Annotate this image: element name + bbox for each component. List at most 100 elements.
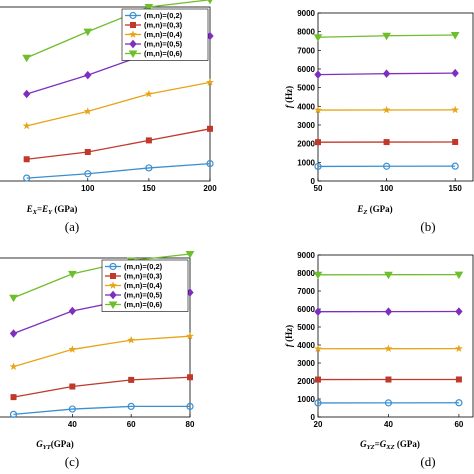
data-point: [185, 251, 195, 259]
y-tick-label: 4000: [297, 341, 315, 350]
data-point: [67, 270, 77, 279]
panel-label: (b): [420, 219, 435, 234]
y-tick-label: 5000: [297, 323, 315, 332]
legend-entry-label: (m,n)=(0,3): [124, 272, 163, 281]
data-point: [382, 32, 391, 41]
data-point: [314, 399, 322, 407]
data-point: [315, 376, 321, 383]
chart-panel-d: 20 40 60 0 1000 2000 3000 4000 5000 6000 7000 8000 9…: [284, 251, 474, 469]
x-tick-label: 20: [314, 420, 323, 429]
data-point: [455, 376, 462, 383]
y-tick-label: 3000: [297, 121, 315, 130]
legend-swatch-marker: [108, 301, 118, 309]
x-tick-label: 50: [314, 184, 323, 193]
legend-swatch-marker: [129, 11, 137, 20]
data-point: [207, 0, 213, 5]
data-point: [314, 70, 322, 79]
data-point: [144, 4, 154, 12]
data-point: [451, 162, 459, 170]
data-point: [84, 149, 91, 155]
data-point: [315, 139, 321, 146]
y-tick-label: 8000: [297, 28, 315, 37]
data-point: [451, 68, 459, 78]
data-point: [23, 174, 31, 182]
x-axis-label: GYT(GPa): [36, 439, 73, 451]
data-point: [384, 271, 393, 280]
y-tick-label: 3000: [297, 359, 315, 368]
legend-entry-label: (m,n)=(0,5): [144, 40, 183, 49]
data-point: [83, 28, 93, 37]
x-axis-label: EZ (GPa): [356, 204, 392, 216]
y-tick-label: 9000: [297, 9, 315, 18]
data-point: [207, 125, 213, 132]
data-point: [186, 402, 194, 410]
y-tick-label: 2000: [297, 140, 315, 149]
data-point: [144, 89, 154, 98]
data-point: [313, 271, 323, 280]
data-point: [10, 394, 17, 401]
data-point: [145, 137, 152, 144]
series-line: [13, 335, 191, 368]
data-point: [9, 410, 18, 418]
data-point: [187, 374, 193, 381]
y-tick-label: 1000: [297, 395, 315, 404]
data-point: [84, 70, 92, 80]
data-point: [22, 54, 32, 63]
series-line: [26, 128, 211, 160]
data-point: [22, 121, 31, 130]
data-point: [382, 105, 391, 114]
panel-label: (a): [65, 219, 79, 234]
data-point: [68, 405, 76, 413]
legend-swatch-marker: [110, 273, 116, 279]
legend-entry-label: (m,n)=(0,5): [124, 291, 163, 300]
x-tick-label: 200: [203, 184, 217, 193]
x-tick-label: 150: [142, 184, 156, 193]
data-point: [454, 344, 464, 353]
series-line: [13, 405, 190, 415]
legend-entry-label: (m,n)=(0,2): [124, 262, 163, 271]
legend-entry-label: (m,n)=(0,4): [144, 30, 183, 39]
y-axis-label: f (Hz): [284, 325, 294, 347]
y-axis-label: f (Hz): [284, 86, 294, 108]
data-point: [382, 69, 391, 78]
legend-swatch-marker: [109, 290, 117, 300]
data-point: [9, 329, 18, 338]
x-tick-label: 100: [81, 184, 95, 193]
data-point: [68, 306, 77, 316]
x-tick-label: 60: [454, 420, 463, 429]
data-point: [314, 307, 322, 316]
y-tick-label: 7000: [297, 287, 315, 296]
series-line: [26, 81, 211, 127]
data-point: [185, 331, 195, 340]
plot-frame: [317, 12, 474, 182]
data-point: [23, 156, 30, 163]
x-tick-label: 60: [127, 420, 136, 429]
legend-entry-label: (m,n)=(0,6): [144, 49, 183, 58]
x-axis-label: GYZ=GXZ (GPa): [360, 439, 420, 451]
legend-swatch-marker: [128, 50, 138, 58]
legend-swatch-marker: [128, 30, 138, 39]
data-point: [23, 89, 31, 99]
plot-frame: [0, 6, 211, 182]
data-point: [83, 106, 92, 115]
data-point: [145, 164, 153, 172]
data-point: [9, 362, 18, 371]
y-tick-label: 4000: [297, 102, 315, 111]
legend-entry-label: (m,n)=(0,3): [144, 21, 183, 30]
data-point: [455, 307, 463, 316]
y-tick-label: 2000: [297, 377, 315, 386]
panel-label: (d): [420, 454, 435, 469]
y-tick-label: 6000: [297, 65, 315, 74]
series-line: [26, 0, 211, 59]
chart-panel-b: 50 100 150 0 1000 2000 3000 4000 5000 6000 7000 800…: [284, 9, 474, 234]
y-tick-label: 0: [311, 177, 316, 186]
y-tick-label: 9000: [297, 251, 315, 260]
chart-panel-c: 40 60 80GYT(GPa)(m,n)=(0,2)(m,n)=(0,3)(m,n…: [0, 251, 195, 469]
legend-swatch-marker: [129, 39, 137, 49]
data-point: [206, 160, 214, 168]
data-point: [450, 32, 460, 40]
legend-entry-label: (m,n)=(0,4): [124, 281, 163, 290]
data-point: [382, 162, 391, 170]
